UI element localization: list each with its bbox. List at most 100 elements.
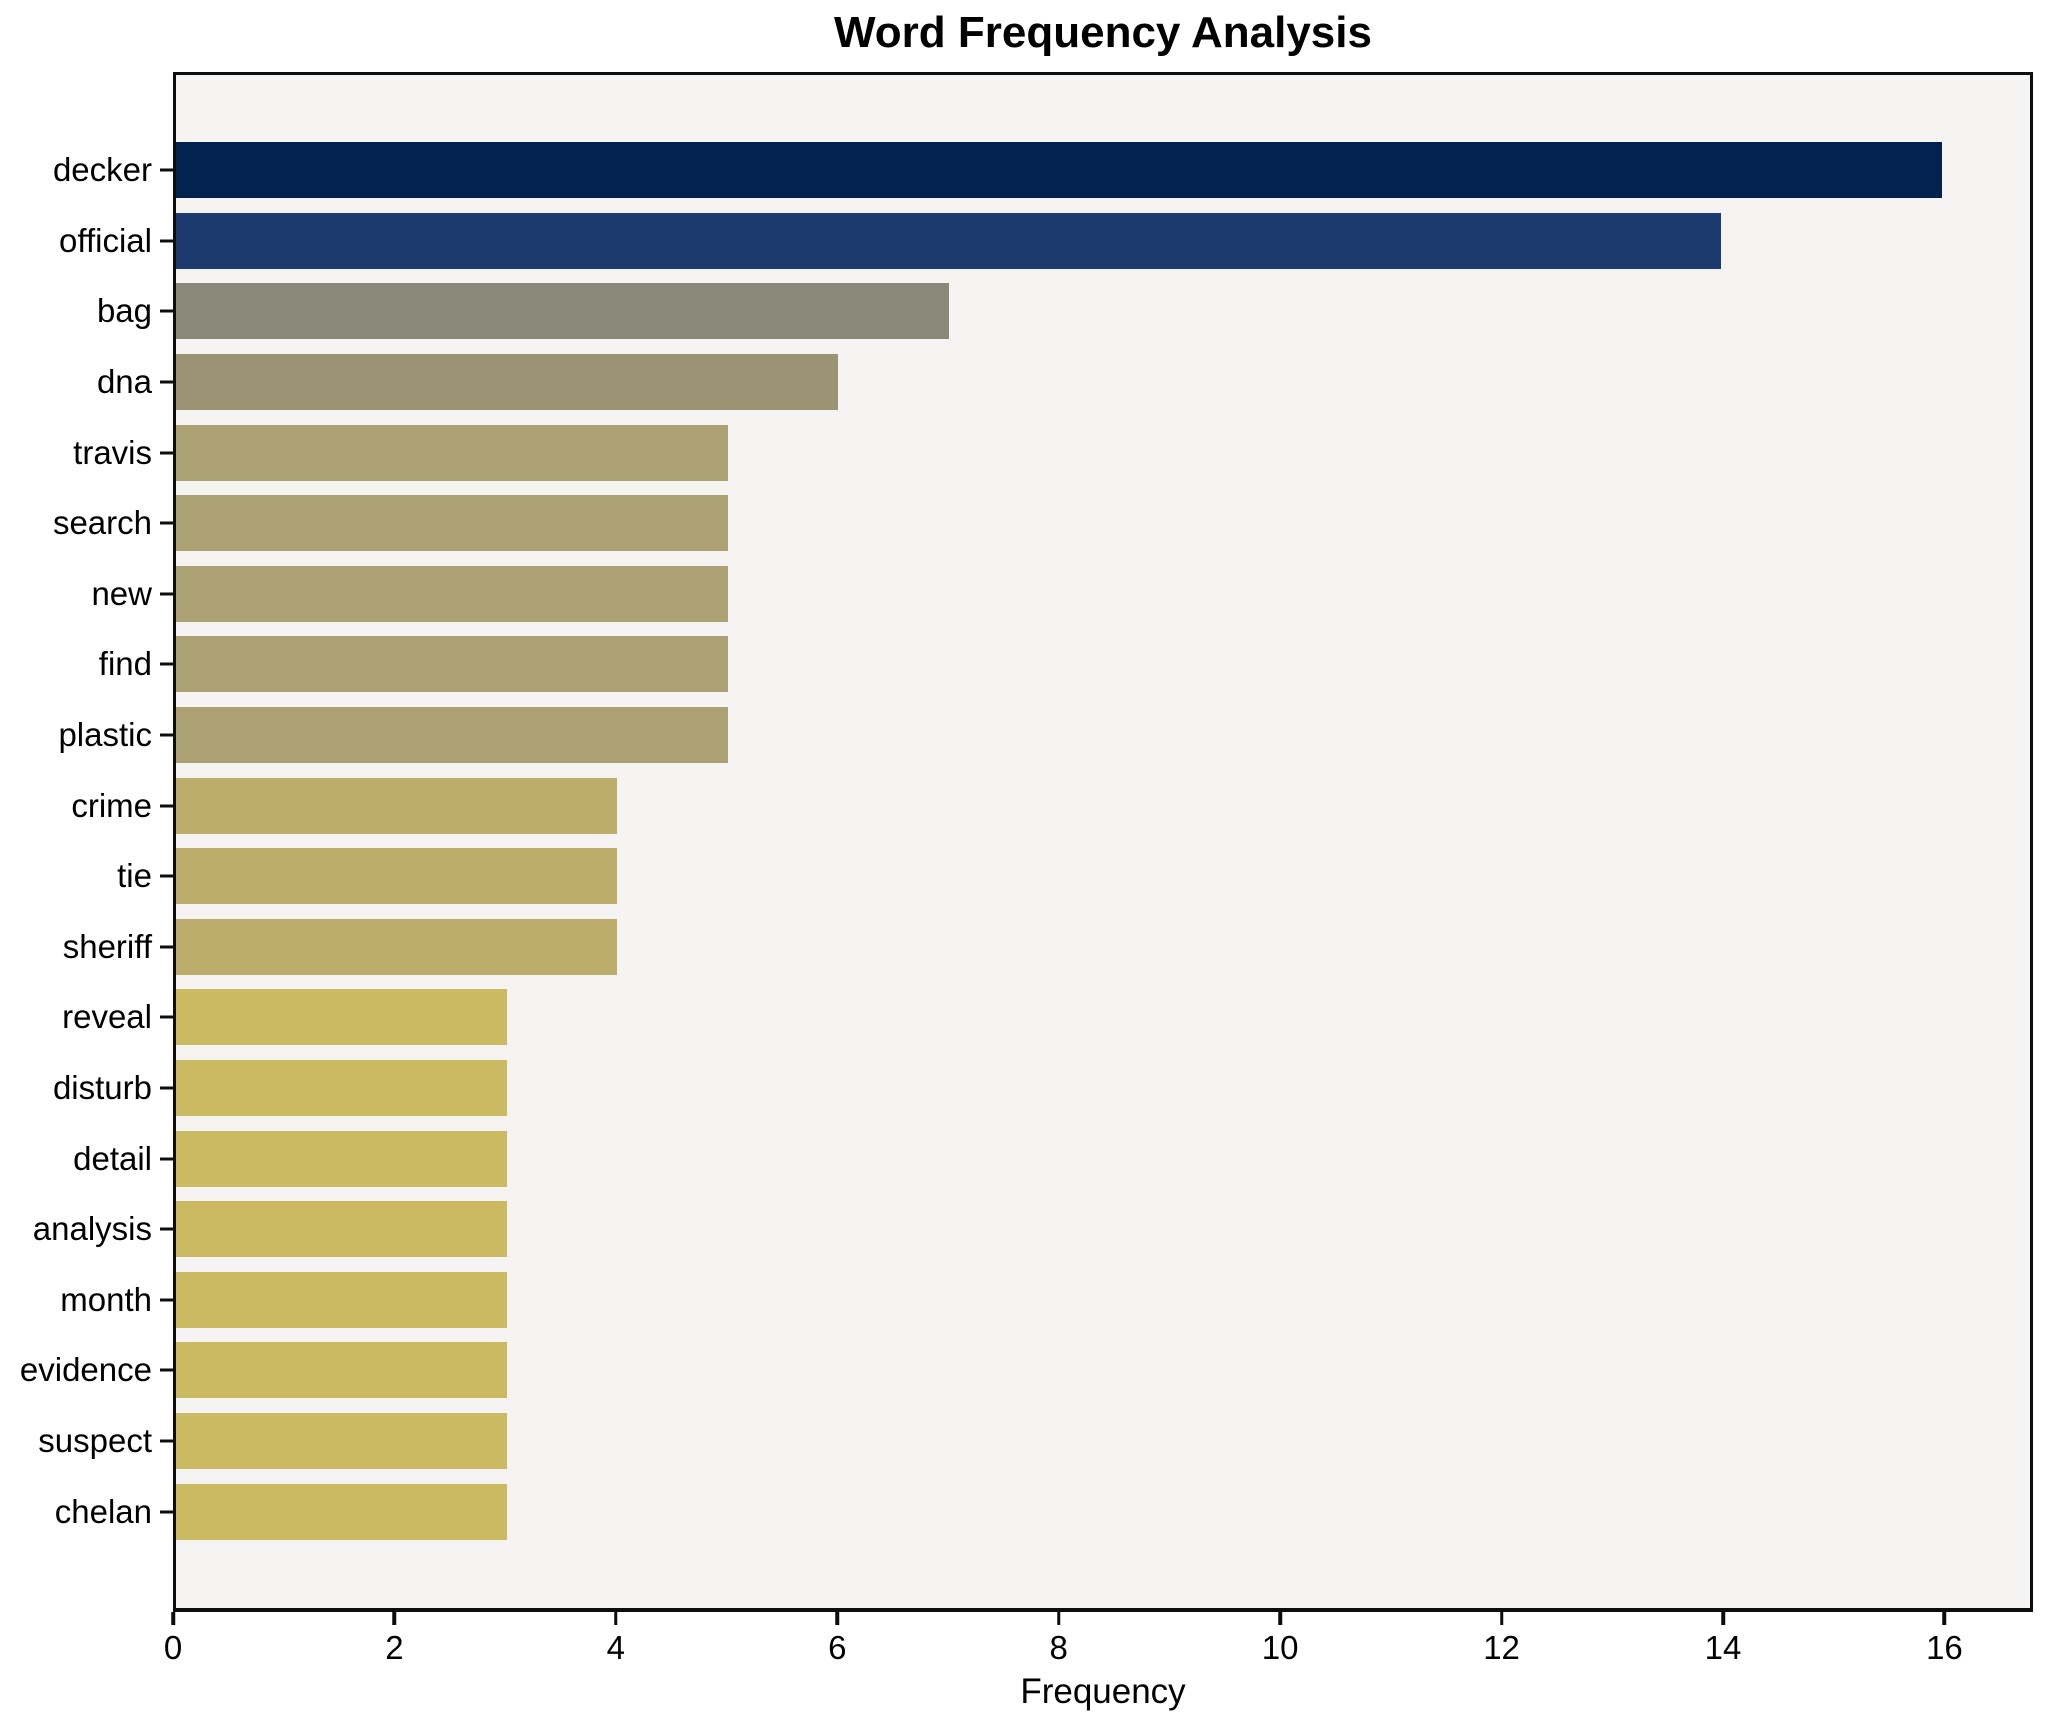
frequency-bar — [176, 1412, 508, 1469]
frequency-bar — [176, 424, 728, 481]
y-axis-label: analysis — [32, 1210, 152, 1248]
x-tick-mark — [1056, 1612, 1061, 1625]
bar-row: bag — [97, 276, 2030, 347]
x-tick-mark — [1278, 1612, 1282, 1625]
frequency-bar — [176, 1060, 508, 1117]
frequency-bar — [176, 1342, 508, 1399]
y-tick-mark — [160, 733, 173, 737]
y-tick-mark — [160, 804, 173, 808]
y-axis-label: tie — [117, 857, 152, 895]
frequency-bar — [176, 1201, 508, 1258]
bars-container: decker official bag dna travis search new find p… — [20, 75, 2030, 1608]
bar-row: dna — [97, 347, 2030, 418]
y-tick-mark — [160, 1510, 173, 1514]
y-axis-label: travis — [73, 433, 152, 471]
y-tick-mark — [160, 1368, 173, 1372]
chart-title: Word Frequency Analysis — [834, 8, 1372, 57]
y-axis-label: crime — [71, 786, 152, 824]
y-axis-label: official — [59, 221, 152, 259]
y-tick-mark — [160, 309, 173, 313]
x-tick-label: 16 — [1926, 1629, 1963, 1666]
y-tick-mark — [160, 168, 173, 172]
plot-area: decker official bag dna travis search new find p… — [20, 72, 2033, 1612]
y-tick-mark — [160, 451, 173, 455]
y-tick-mark — [160, 1086, 173, 1090]
y-axis-label: disturb — [52, 1069, 152, 1107]
x-tick-label: 14 — [1704, 1629, 1742, 1666]
y-tick-mark — [160, 1227, 173, 1231]
y-tick-mark — [160, 1015, 173, 1019]
frequency-bar — [176, 495, 728, 552]
x-tick-mark — [835, 1612, 840, 1625]
frequency-bar — [176, 354, 839, 411]
y-tick-mark — [160, 592, 173, 596]
y-tick-mark — [160, 1157, 173, 1161]
x-tick-mark — [392, 1612, 397, 1625]
bar-row: sheriff — [63, 912, 2030, 983]
frequency-bar — [176, 1130, 508, 1187]
bar-row: search — [53, 488, 2030, 559]
bar-row: travis — [73, 417, 2030, 488]
y-axis-label: suspect — [38, 1421, 152, 1459]
bar-row: tie — [117, 841, 2030, 912]
frequency-bar — [176, 283, 949, 340]
bar-row: suspect — [38, 1406, 2030, 1477]
y-tick-mark — [160, 1439, 173, 1443]
bar-row: official — [59, 206, 2030, 277]
y-axis-label: decker — [52, 151, 152, 189]
frequency-bar — [176, 636, 728, 693]
y-tick-mark — [160, 874, 173, 878]
frequency-bar — [176, 848, 618, 905]
y-axis-label: evidence — [19, 1351, 152, 1389]
y-tick-mark — [160, 1298, 173, 1302]
y-axis-label: search — [52, 504, 152, 542]
x-tick-label: 0 — [163, 1629, 183, 1666]
bar-row: disturb — [53, 1053, 2030, 1124]
y-axis-label: chelan — [54, 1492, 152, 1530]
y-tick-mark — [160, 521, 173, 525]
y-axis-label: sheriff — [62, 927, 152, 965]
frequency-bar — [176, 918, 618, 975]
x-tick-label: 2 — [385, 1629, 404, 1666]
y-axis-label: bag — [96, 292, 152, 330]
bar-row: month — [60, 1265, 2030, 1336]
y-tick-mark — [160, 945, 173, 949]
bar-row: detail — [73, 1123, 2030, 1194]
x-tick-mark — [614, 1612, 618, 1625]
x-tick-mark — [1499, 1612, 1504, 1625]
bar-row: chelan — [55, 1476, 2030, 1547]
y-axis-label: new — [91, 574, 152, 612]
y-axis-label: find — [98, 645, 152, 683]
y-axis-label: month — [60, 1280, 152, 1318]
bar-row: crime — [71, 770, 2030, 841]
frequency-bar — [176, 212, 1721, 269]
frequency-bar — [176, 142, 1942, 199]
x-tick-mark — [171, 1612, 175, 1625]
bar-row: new — [91, 559, 2030, 630]
frequency-bar — [176, 565, 728, 622]
bar-row: find — [99, 629, 2030, 700]
y-axis-label: dna — [96, 363, 152, 401]
frequency-bar — [176, 777, 618, 834]
x-tick-label: 8 — [1049, 1629, 1068, 1666]
bar-row: analysis — [33, 1194, 2030, 1265]
bar-row: evidence — [20, 1335, 2030, 1406]
y-tick-mark — [160, 239, 173, 243]
frequency-bar — [176, 707, 728, 764]
x-axis-title: Frequency — [1020, 1672, 1186, 1711]
y-axis-label: plastic — [58, 716, 152, 754]
x-tick-mark — [1721, 1612, 1725, 1625]
bar-row: decker — [53, 135, 2030, 206]
x-tick-mark — [1942, 1612, 1947, 1625]
x-tick-label: 4 — [606, 1629, 626, 1666]
frequency-bar — [176, 1271, 508, 1328]
y-axis-label: reveal — [62, 998, 152, 1036]
x-tick-label: 6 — [828, 1629, 847, 1666]
y-tick-mark — [160, 662, 173, 666]
y-tick-mark — [160, 380, 173, 384]
frequency-bar — [176, 989, 508, 1046]
x-tick-label: 10 — [1261, 1629, 1299, 1666]
y-axis-label: detail — [73, 1139, 152, 1177]
bar-row: plastic — [58, 700, 2030, 771]
